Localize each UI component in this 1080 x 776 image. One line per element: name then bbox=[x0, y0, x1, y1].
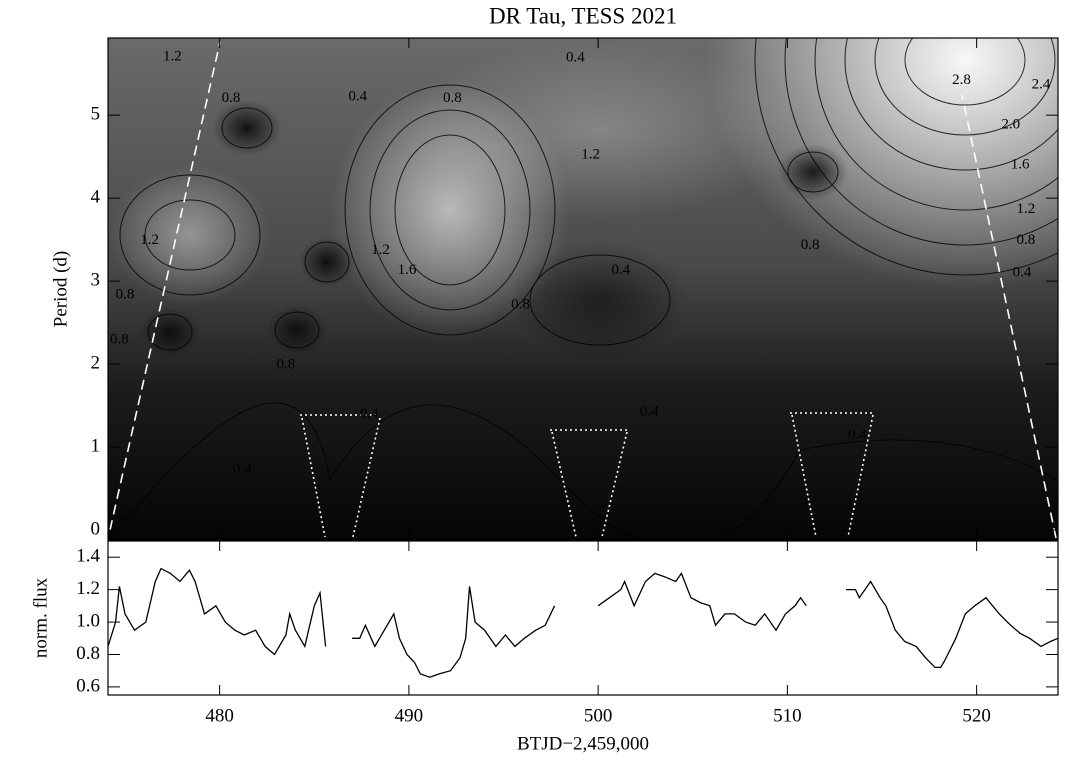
contour-label: 0.4 bbox=[848, 427, 867, 443]
contour-label: 1.2 bbox=[163, 49, 182, 65]
y-tick-label: 5 bbox=[91, 104, 101, 125]
x-tick-label: 500 bbox=[584, 705, 613, 726]
bottom-frame bbox=[107, 540, 1059, 696]
contour-label: 0.8 bbox=[1016, 232, 1035, 248]
contour-label: 1.6 bbox=[398, 262, 417, 278]
contour-label: 0.8 bbox=[116, 287, 135, 303]
contour-label: 0.4 bbox=[348, 88, 367, 104]
contour-label: 0.4 bbox=[566, 49, 585, 65]
y-tick-label: 0.6 bbox=[76, 675, 100, 696]
contour-label: 0.4 bbox=[360, 406, 379, 422]
contour-label: 1.2 bbox=[581, 146, 600, 162]
contour-label: 0.4 bbox=[640, 404, 659, 420]
contour-label: 0.4 bbox=[611, 262, 630, 278]
y-tick-label: 4 bbox=[91, 187, 101, 208]
y-tick-label: 0.8 bbox=[76, 643, 100, 664]
contour-label: 1.6 bbox=[1011, 156, 1030, 172]
contour-label: 1.2 bbox=[371, 242, 390, 258]
contour-label: 2.8 bbox=[952, 72, 971, 88]
y-tick-label: 1.4 bbox=[76, 546, 100, 567]
y-tick-label: 1.0 bbox=[76, 610, 100, 631]
x-tick-label: 520 bbox=[962, 705, 991, 726]
y-tick-label: 3 bbox=[91, 269, 101, 290]
y-axis-label: norm. flux bbox=[30, 577, 51, 658]
contour-label: 2.4 bbox=[1032, 77, 1051, 93]
contour-label: 0.8 bbox=[443, 90, 462, 106]
contour-label: 0.8 bbox=[277, 356, 296, 372]
y-tick-label: 1 bbox=[91, 435, 101, 456]
x-tick-label: 510 bbox=[773, 705, 802, 726]
flux-line bbox=[107, 567, 1059, 678]
x-tick-label: 490 bbox=[395, 705, 424, 726]
contour-label: 0.4 bbox=[1013, 264, 1032, 280]
top-frame bbox=[107, 37, 1059, 541]
chart-title: DR Tau, TESS 2021 bbox=[489, 3, 677, 28]
contour-label: 0.8 bbox=[511, 297, 530, 313]
contour-label: 0.4 bbox=[233, 462, 252, 478]
contour-label: 0.8 bbox=[110, 331, 129, 347]
contour-label: 2.0 bbox=[1001, 117, 1020, 133]
contour-label: 1.2 bbox=[1016, 201, 1035, 217]
y-tick-label: 1.2 bbox=[76, 578, 100, 599]
contour-label: 1.2 bbox=[140, 232, 159, 248]
contour-label: 0.8 bbox=[222, 90, 241, 106]
wavelet-map bbox=[108, 38, 1058, 540]
y-tick-label: 0 bbox=[91, 518, 101, 539]
x-tick-label: 480 bbox=[205, 705, 234, 726]
contour-label: 0.8 bbox=[801, 237, 820, 253]
x-axis-label: BTJD−2,459,000 bbox=[517, 733, 649, 754]
y-tick-label: 2 bbox=[91, 352, 101, 373]
y-axis-label: Period (d) bbox=[50, 251, 71, 328]
